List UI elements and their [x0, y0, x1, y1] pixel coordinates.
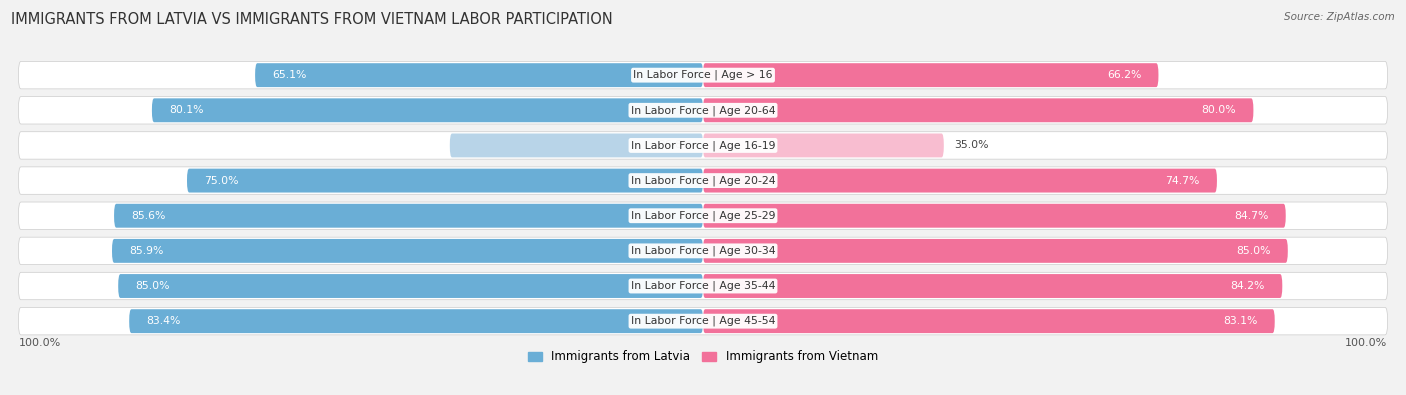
- Text: 84.2%: 84.2%: [1230, 281, 1265, 291]
- FancyBboxPatch shape: [703, 169, 1218, 192]
- FancyBboxPatch shape: [18, 202, 1388, 229]
- Text: In Labor Force | Age > 16: In Labor Force | Age > 16: [633, 70, 773, 81]
- Text: 85.9%: 85.9%: [129, 246, 163, 256]
- Text: 75.0%: 75.0%: [204, 176, 239, 186]
- FancyBboxPatch shape: [18, 132, 1388, 159]
- Text: IMMIGRANTS FROM LATVIA VS IMMIGRANTS FROM VIETNAM LABOR PARTICIPATION: IMMIGRANTS FROM LATVIA VS IMMIGRANTS FRO…: [11, 12, 613, 27]
- Text: Source: ZipAtlas.com: Source: ZipAtlas.com: [1284, 12, 1395, 22]
- FancyBboxPatch shape: [703, 63, 1159, 87]
- FancyBboxPatch shape: [18, 97, 1388, 124]
- FancyBboxPatch shape: [114, 204, 703, 228]
- Text: In Labor Force | Age 30-34: In Labor Force | Age 30-34: [631, 246, 775, 256]
- Text: 65.1%: 65.1%: [273, 70, 307, 80]
- Text: In Labor Force | Age 20-24: In Labor Force | Age 20-24: [631, 175, 775, 186]
- FancyBboxPatch shape: [18, 237, 1388, 265]
- Text: 85.0%: 85.0%: [1236, 246, 1271, 256]
- FancyBboxPatch shape: [703, 274, 1282, 298]
- Text: 35.0%: 35.0%: [955, 141, 988, 150]
- Text: 100.0%: 100.0%: [18, 338, 60, 348]
- FancyBboxPatch shape: [703, 98, 1253, 122]
- FancyBboxPatch shape: [18, 62, 1388, 89]
- FancyBboxPatch shape: [450, 134, 703, 157]
- Text: In Labor Force | Age 20-64: In Labor Force | Age 20-64: [631, 105, 775, 116]
- Text: 83.4%: 83.4%: [146, 316, 181, 326]
- Text: 85.0%: 85.0%: [135, 281, 170, 291]
- FancyBboxPatch shape: [18, 272, 1388, 300]
- FancyBboxPatch shape: [129, 309, 703, 333]
- Text: 84.7%: 84.7%: [1234, 211, 1268, 221]
- Text: In Labor Force | Age 25-29: In Labor Force | Age 25-29: [631, 211, 775, 221]
- FancyBboxPatch shape: [18, 307, 1388, 335]
- FancyBboxPatch shape: [152, 98, 703, 122]
- FancyBboxPatch shape: [18, 167, 1388, 194]
- FancyBboxPatch shape: [703, 239, 1288, 263]
- FancyBboxPatch shape: [703, 134, 943, 157]
- Text: 66.2%: 66.2%: [1107, 70, 1142, 80]
- Text: 74.7%: 74.7%: [1166, 176, 1199, 186]
- Text: 36.8%: 36.8%: [658, 141, 693, 150]
- Text: In Labor Force | Age 16-19: In Labor Force | Age 16-19: [631, 140, 775, 150]
- FancyBboxPatch shape: [118, 274, 703, 298]
- Text: 100.0%: 100.0%: [1346, 338, 1388, 348]
- Text: 80.0%: 80.0%: [1202, 105, 1236, 115]
- Text: 83.1%: 83.1%: [1223, 316, 1257, 326]
- Legend: Immigrants from Latvia, Immigrants from Vietnam: Immigrants from Latvia, Immigrants from …: [527, 350, 879, 363]
- FancyBboxPatch shape: [187, 169, 703, 192]
- Text: 85.6%: 85.6%: [131, 211, 166, 221]
- FancyBboxPatch shape: [703, 204, 1285, 228]
- Text: In Labor Force | Age 35-44: In Labor Force | Age 35-44: [631, 281, 775, 291]
- Text: In Labor Force | Age 45-54: In Labor Force | Age 45-54: [631, 316, 775, 326]
- FancyBboxPatch shape: [703, 309, 1275, 333]
- Text: 80.1%: 80.1%: [169, 105, 204, 115]
- FancyBboxPatch shape: [254, 63, 703, 87]
- FancyBboxPatch shape: [112, 239, 703, 263]
